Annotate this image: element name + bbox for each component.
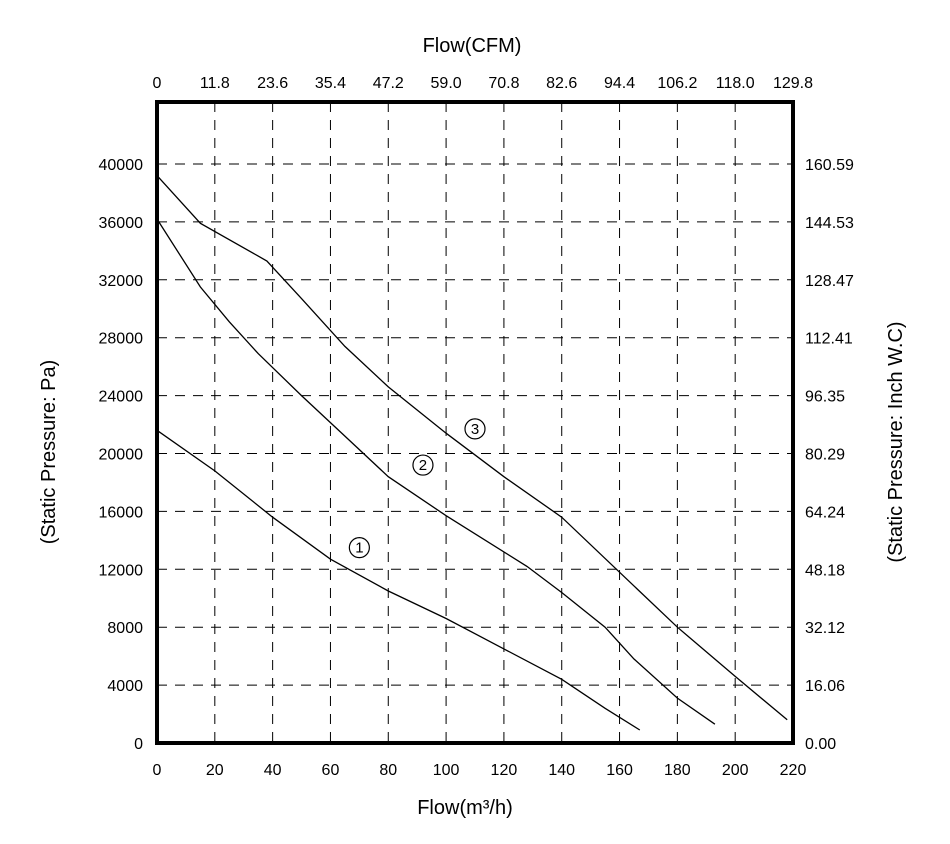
y-tick-label: 24000: [99, 389, 144, 406]
y-tick-label: 4000: [107, 678, 143, 695]
y-tick-label: 0: [134, 736, 143, 753]
y2-tick-label: 32.12: [805, 620, 845, 637]
marker-label: 1: [355, 540, 363, 557]
y-tick-label: 16000: [99, 504, 144, 521]
left-axis-ticks: 0 4000 8000 12000 16000 20000 24000 28000 32000 3…: [99, 157, 144, 753]
y2-tick-label: 144.53: [805, 215, 854, 232]
y2-tick-label: 128.47: [805, 273, 854, 290]
x2-tick-label: 23.6: [257, 75, 288, 92]
y-axis-title: (Static Pressure: Pa): [38, 360, 60, 545]
y2-tick-label: 0.00: [805, 736, 836, 753]
top-axis-ticks: 0 11.8 23.6 35.4 47.2 59.0 70.8 82.6 94.4 106.2 11…: [153, 75, 814, 92]
x-tick-label: 80: [379, 762, 397, 779]
x-tick-label: 120: [491, 762, 518, 779]
series-line-2: [156, 218, 716, 725]
x-tick-label: 160: [606, 762, 633, 779]
x2-tick-label: 129.8: [773, 75, 813, 92]
y2-tick-label: 48.18: [805, 562, 845, 579]
marker-circle: [412, 454, 434, 476]
x2-tick-label: 35.4: [315, 75, 346, 92]
marker-label: 2: [419, 457, 427, 474]
marker-circle: [464, 418, 486, 440]
x-tick-label: 60: [322, 762, 340, 779]
x2-tick-label: 47.2: [373, 75, 404, 92]
x-tick-label: 140: [548, 762, 575, 779]
x2-tick-label: 106.2: [657, 75, 697, 92]
x-tick-label: 180: [664, 762, 691, 779]
x-tick-label: 0: [153, 762, 162, 779]
x2-tick-label: 70.8: [488, 75, 519, 92]
series-marker-2: 2: [412, 454, 434, 476]
x-tick-label: 100: [433, 762, 460, 779]
bottom-axis-ticks: 0 20 40 60 80 100 120 140 160 180 200 220: [153, 762, 807, 779]
y-tick-label: 20000: [99, 447, 144, 464]
x-tick-label: 20: [206, 762, 224, 779]
y2-tick-label: 112.41: [805, 331, 853, 348]
y2-axis-title: (Static Pressure: Inch W.C): [885, 321, 907, 562]
y-tick-label: 40000: [99, 157, 144, 174]
y2-tick-label: 160.59: [805, 157, 854, 174]
y-tick-label: 32000: [99, 273, 144, 290]
x2-tick-label: 11.8: [200, 75, 230, 92]
x2-axis-title: Flow(CFM): [423, 35, 522, 57]
x2-tick-label: 59.0: [431, 75, 462, 92]
series-line-1: [156, 429, 641, 731]
series-line-3: [156, 175, 788, 721]
y2-tick-label: 64.24: [805, 504, 845, 521]
y-tick-label: 36000: [99, 215, 144, 232]
series-marker-1: 1: [348, 536, 370, 559]
x2-tick-label: 94.4: [604, 75, 635, 92]
x-tick-label: 40: [264, 762, 282, 779]
y2-tick-label: 16.06: [805, 678, 845, 695]
x-tick-label: 220: [780, 762, 807, 779]
grid-lines: [157, 102, 793, 743]
curve-markers: 1 2 3: [348, 418, 486, 559]
y2-tick-label: 80.29: [805, 447, 845, 464]
right-axis-ticks: 0.00 16.06 32.12 48.18 64.24 80.29 96.35 112.41…: [805, 157, 854, 753]
series-marker-3: 3: [464, 418, 486, 440]
x-tick-label: 200: [722, 762, 749, 779]
y-tick-label: 12000: [99, 562, 144, 579]
x-axis-title: Flow(m³/h): [417, 797, 513, 819]
marker-circle: [348, 536, 370, 559]
y-tick-label: 8000: [107, 620, 143, 637]
curve-series: [156, 175, 788, 731]
marker-label: 3: [471, 421, 479, 438]
x2-tick-label: 0: [153, 75, 162, 92]
y-tick-label: 28000: [99, 331, 144, 348]
x2-tick-label: 82.6: [546, 75, 577, 92]
plot-area-frame: [155, 100, 795, 745]
y2-tick-label: 96.35: [805, 389, 845, 406]
x2-tick-label: 118.0: [716, 75, 755, 92]
